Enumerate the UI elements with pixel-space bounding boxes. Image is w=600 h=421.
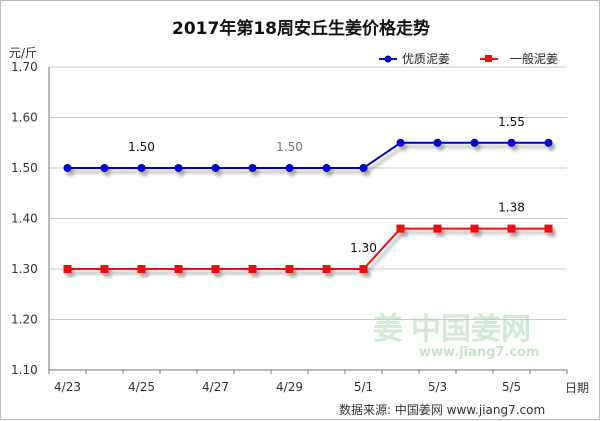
data-point xyxy=(174,265,183,273)
x-tick-label: 5/5 xyxy=(502,380,521,394)
legend: 优质泥姜 一般泥姜 xyxy=(379,51,558,66)
plot-area: 1.70 1.60 1.50 1.40 1.30 1.20 1.10 4/23 4/25 4/27… xyxy=(11,60,568,394)
y-tick-label: 1.30 xyxy=(11,262,38,276)
data-point xyxy=(544,224,553,233)
y-tick-label: 1.40 xyxy=(11,212,38,226)
data-label: 1.55 xyxy=(498,115,525,129)
y-axis-label: 元/斤 xyxy=(9,46,37,60)
data-point xyxy=(433,138,442,147)
legend-marker-general xyxy=(485,55,492,62)
data-point xyxy=(507,224,516,233)
data-point xyxy=(248,164,257,172)
data-point xyxy=(359,265,368,273)
data-point xyxy=(100,164,109,172)
x-tick-label: 4/27 xyxy=(202,380,229,394)
series-line xyxy=(67,227,549,270)
x-tick-label: 5/1 xyxy=(354,380,373,394)
data-point xyxy=(100,265,109,273)
data-point xyxy=(211,265,220,273)
chart-title: 2017年第18周安丘生姜价格走势 xyxy=(172,18,430,39)
y-tick-label: 1.70 xyxy=(11,60,38,74)
x-axis-label: 日期 xyxy=(565,381,589,395)
data-point xyxy=(137,265,146,273)
data-point xyxy=(544,138,553,147)
series-line xyxy=(67,141,549,169)
data-point xyxy=(433,224,442,233)
y-tick-label: 1.50 xyxy=(11,161,38,175)
watermark-url: www.jiang7.com xyxy=(419,345,540,360)
data-label: 1.50 xyxy=(128,140,155,154)
x-tick-label: 4/29 xyxy=(276,380,303,394)
y-tick-label: 1.20 xyxy=(11,313,38,327)
legend-label-quality: 优质泥姜 xyxy=(402,52,450,66)
data-point xyxy=(63,265,72,273)
data-point xyxy=(470,224,479,233)
data-point xyxy=(211,164,220,172)
data-point xyxy=(137,164,146,172)
x-tick-label: 4/23 xyxy=(54,380,81,394)
watermark-brand: 中国姜网 xyxy=(411,312,531,347)
data-point xyxy=(359,164,368,172)
data-point xyxy=(248,265,257,273)
data-point xyxy=(322,164,331,172)
y-tick-label: 1.10 xyxy=(11,363,38,377)
data-label: 1.50 xyxy=(276,140,303,154)
data-point xyxy=(63,164,72,172)
data-point xyxy=(174,164,183,172)
watermark-logo: 姜 xyxy=(373,312,403,347)
data-point xyxy=(396,224,405,233)
legend-label-general: 一般泥姜 xyxy=(510,51,558,66)
data-label: 1.30 xyxy=(350,241,377,255)
data-point xyxy=(470,138,479,147)
x-tick-label: 4/25 xyxy=(128,380,155,394)
data-point xyxy=(285,164,294,172)
series-quality-ginger xyxy=(63,138,553,172)
x-tick-label: 5/3 xyxy=(428,380,447,394)
data-point xyxy=(322,265,331,273)
legend-marker-quality xyxy=(384,55,392,63)
series-general-ginger xyxy=(63,224,553,273)
data-point xyxy=(285,265,294,273)
data-source: 数据来源: 中国姜网 www.jiang7.com xyxy=(339,402,545,417)
data-point xyxy=(507,138,516,147)
watermark: 姜 中国姜网 www.jiang7.com xyxy=(373,312,540,360)
data-label: 1.38 xyxy=(498,201,525,215)
y-tick-label: 1.60 xyxy=(11,111,38,125)
data-point xyxy=(396,138,405,147)
